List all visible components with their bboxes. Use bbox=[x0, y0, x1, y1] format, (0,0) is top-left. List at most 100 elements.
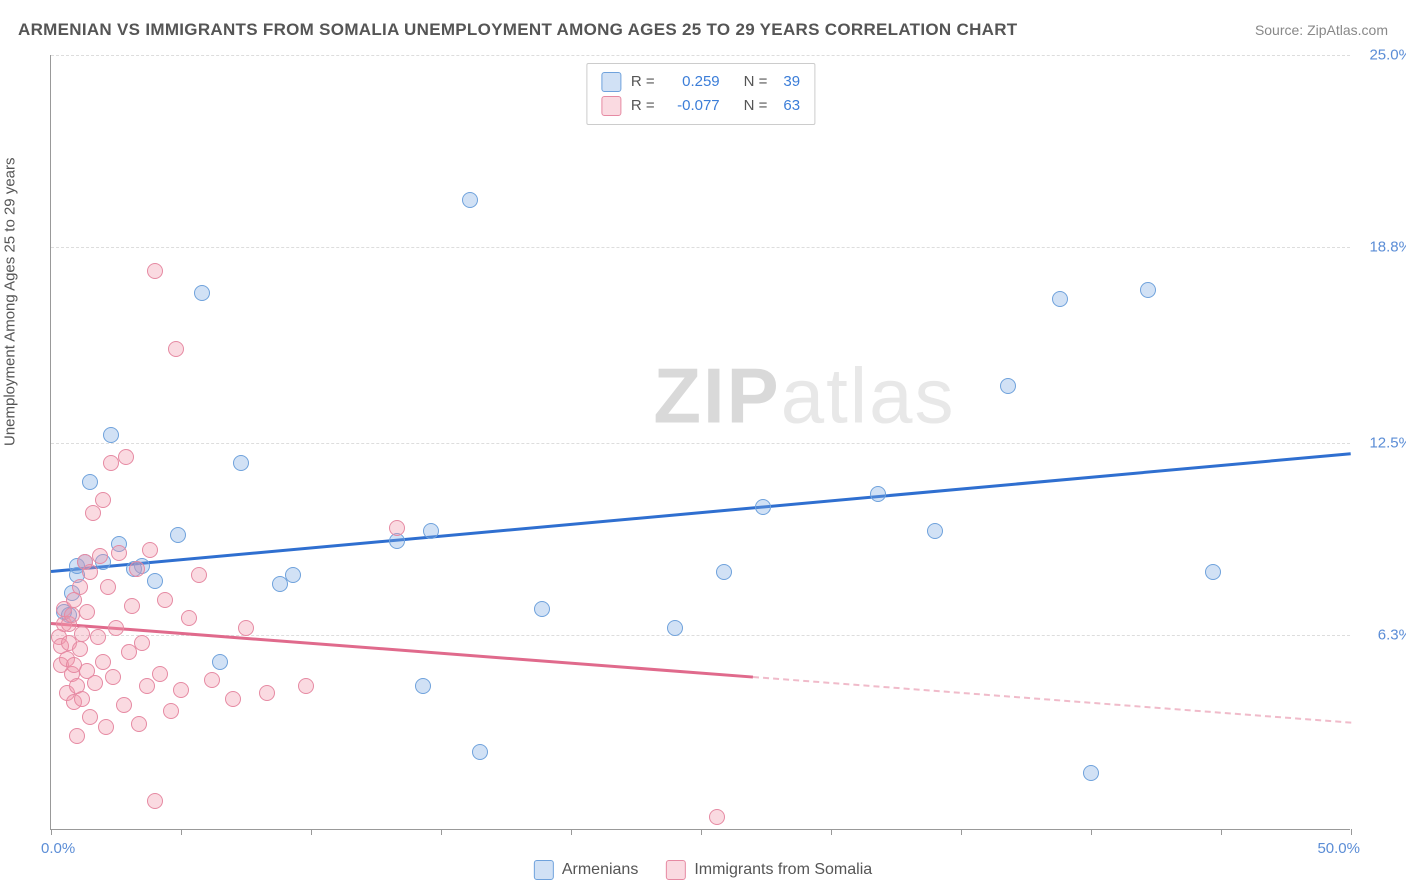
x-tick bbox=[571, 829, 572, 835]
data-point bbox=[147, 793, 163, 809]
trend-line-extrapolated bbox=[753, 676, 1351, 724]
data-point bbox=[157, 592, 173, 608]
data-point bbox=[139, 678, 155, 694]
x-tick bbox=[701, 829, 702, 835]
legend-item: Immigrants from Somalia bbox=[666, 860, 872, 880]
data-point bbox=[168, 341, 184, 357]
data-point bbox=[212, 654, 228, 670]
x-tick bbox=[961, 829, 962, 835]
series-legend: Armenians Immigrants from Somalia bbox=[534, 860, 872, 880]
y-tick-label: 18.8% bbox=[1369, 239, 1406, 256]
data-point bbox=[79, 604, 95, 620]
data-point bbox=[667, 620, 683, 636]
source-prefix: Source: bbox=[1255, 22, 1307, 38]
data-point bbox=[147, 263, 163, 279]
x-tick bbox=[1351, 829, 1352, 835]
corr-r-value: -0.077 bbox=[665, 94, 720, 118]
corr-n-value: 39 bbox=[783, 70, 800, 94]
data-point bbox=[118, 449, 134, 465]
corr-r-label: R = bbox=[631, 70, 655, 94]
data-point bbox=[170, 527, 186, 543]
watermark-brand-light: atlas bbox=[781, 351, 956, 439]
data-point bbox=[74, 691, 90, 707]
data-point bbox=[927, 523, 943, 539]
data-point bbox=[72, 579, 88, 595]
data-point bbox=[285, 567, 301, 583]
data-point bbox=[95, 654, 111, 670]
x-tick bbox=[1221, 829, 1222, 835]
data-point bbox=[225, 691, 241, 707]
gridline bbox=[51, 247, 1350, 248]
data-point bbox=[423, 523, 439, 539]
data-point bbox=[134, 635, 150, 651]
data-point bbox=[82, 564, 98, 580]
legend-swatch bbox=[601, 96, 621, 116]
x-axis-max-label: 50.0% bbox=[1317, 840, 1360, 857]
x-axis-origin-label: 0.0% bbox=[41, 840, 75, 857]
data-point bbox=[105, 669, 121, 685]
source-link[interactable]: ZipAtlas.com bbox=[1307, 22, 1388, 38]
legend-swatch bbox=[534, 860, 554, 880]
data-point bbox=[194, 285, 210, 301]
y-tick-label: 12.5% bbox=[1369, 434, 1406, 451]
data-point bbox=[1083, 765, 1099, 781]
data-point bbox=[98, 719, 114, 735]
data-point bbox=[259, 685, 275, 701]
data-point bbox=[472, 744, 488, 760]
watermark-brand-bold: ZIP bbox=[653, 351, 780, 439]
data-point bbox=[82, 474, 98, 490]
data-point bbox=[64, 607, 80, 623]
data-point bbox=[298, 678, 314, 694]
data-point bbox=[100, 579, 116, 595]
data-point bbox=[716, 564, 732, 580]
data-point bbox=[1052, 291, 1068, 307]
x-tick bbox=[311, 829, 312, 835]
correlation-legend-row: R = -0.077 N = 63 bbox=[601, 94, 800, 118]
data-point bbox=[870, 486, 886, 502]
scatter-chart: ZIPatlas R =0.259N =39R =-0.077N =63 0.0… bbox=[50, 55, 1350, 830]
x-tick bbox=[1091, 829, 1092, 835]
data-point bbox=[1205, 564, 1221, 580]
data-point bbox=[131, 716, 147, 732]
legend-label: Immigrants from Somalia bbox=[694, 861, 872, 879]
data-point bbox=[709, 809, 725, 825]
legend-label: Armenians bbox=[562, 861, 638, 879]
legend-item: Armenians bbox=[534, 860, 638, 880]
data-point bbox=[72, 641, 88, 657]
legend-swatch bbox=[666, 860, 686, 880]
data-point bbox=[173, 682, 189, 698]
data-point bbox=[129, 561, 145, 577]
x-tick bbox=[181, 829, 182, 835]
data-point bbox=[755, 499, 771, 515]
correlation-legend-row: R =0.259N =39 bbox=[601, 70, 800, 94]
data-point bbox=[111, 545, 127, 561]
y-tick-label: 6.3% bbox=[1378, 626, 1406, 643]
data-point bbox=[103, 455, 119, 471]
data-point bbox=[534, 601, 550, 617]
data-point bbox=[69, 728, 85, 744]
data-point bbox=[108, 620, 124, 636]
data-point bbox=[82, 709, 98, 725]
watermark: ZIPatlas bbox=[653, 350, 955, 441]
data-point bbox=[147, 573, 163, 589]
y-tick-label: 25.0% bbox=[1369, 47, 1406, 64]
corr-r-label: R = bbox=[631, 94, 655, 118]
corr-n-value: 63 bbox=[783, 94, 800, 118]
data-point bbox=[92, 548, 108, 564]
data-point bbox=[238, 620, 254, 636]
chart-title: ARMENIAN VS IMMIGRANTS FROM SOMALIA UNEM… bbox=[18, 20, 1017, 40]
gridline bbox=[51, 443, 1350, 444]
trend-line bbox=[51, 452, 1351, 572]
data-point bbox=[74, 626, 90, 642]
gridline bbox=[51, 55, 1350, 56]
data-point bbox=[233, 455, 249, 471]
data-point bbox=[462, 192, 478, 208]
x-tick bbox=[831, 829, 832, 835]
y-axis-label: Unemployment Among Ages 25 to 29 years bbox=[2, 157, 19, 446]
data-point bbox=[103, 427, 119, 443]
source-attribution: Source: ZipAtlas.com bbox=[1255, 22, 1388, 38]
data-point bbox=[204, 672, 220, 688]
corr-n-label: N = bbox=[744, 94, 768, 118]
data-point bbox=[191, 567, 207, 583]
data-point bbox=[389, 520, 405, 536]
